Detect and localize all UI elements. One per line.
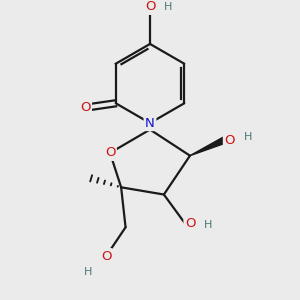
Text: O: O — [80, 101, 91, 114]
Polygon shape — [146, 123, 154, 130]
Text: N: N — [145, 117, 155, 130]
Text: O: O — [224, 134, 235, 147]
Text: H: H — [84, 267, 93, 277]
Polygon shape — [190, 137, 226, 156]
Text: H: H — [204, 220, 212, 230]
Text: O: O — [185, 217, 196, 230]
Text: H: H — [164, 2, 172, 12]
Text: H: H — [244, 132, 252, 142]
Text: O: O — [101, 250, 111, 262]
Text: O: O — [145, 0, 155, 14]
Text: O: O — [105, 146, 115, 159]
